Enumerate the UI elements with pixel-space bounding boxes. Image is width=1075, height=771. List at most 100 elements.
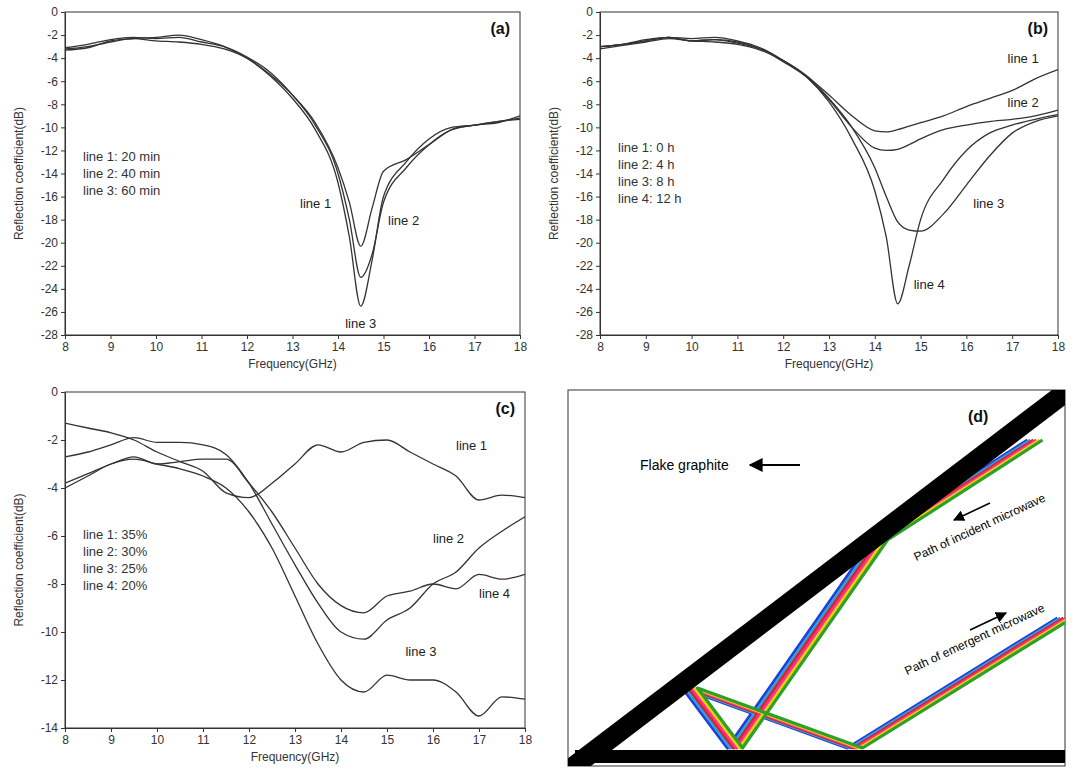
tick-mark: [61, 584, 65, 585]
tick-label: -2: [582, 28, 593, 42]
tick: -28: [576, 328, 600, 342]
data-line: [65, 459, 525, 716]
tick-mark: [875, 335, 876, 339]
tick: 14: [335, 728, 349, 747]
tick: -8: [582, 98, 600, 112]
tick: -16: [41, 190, 65, 204]
tick-label: 15: [377, 340, 391, 354]
tick-mark: [61, 243, 65, 244]
tick-mark: [338, 335, 339, 339]
figure: 89101112131415161718-28-26-24-22-20-18-1…: [0, 0, 1075, 771]
panel-title: (c): [495, 400, 515, 417]
tick-mark: [249, 728, 250, 732]
tick-mark: [596, 312, 600, 313]
tick: 18: [514, 335, 528, 354]
legend-entry: line 2: 4 h: [618, 157, 674, 172]
tick-label: 14: [335, 733, 349, 747]
data-line: [65, 37, 520, 277]
tick-mark: [479, 728, 480, 732]
tick-label: -8: [582, 98, 593, 112]
tick-mark: [61, 104, 65, 105]
tick-mark: [596, 104, 600, 105]
tick: -2: [582, 28, 600, 42]
tick-label: 15: [914, 340, 928, 354]
tick-mark: [596, 12, 600, 13]
data-line: [65, 457, 525, 613]
tick-mark: [111, 728, 112, 732]
tick: 17: [468, 335, 482, 354]
tick: -12: [41, 144, 65, 158]
tick-label: 8: [62, 340, 69, 354]
tick-mark: [596, 243, 600, 244]
tick: -24: [41, 282, 65, 296]
y-axis-title: Reflection coefficient(dB): [547, 107, 561, 240]
tick-mark: [61, 289, 65, 290]
tick: -2: [47, 433, 65, 447]
tick-mark: [596, 127, 600, 128]
tick: -16: [576, 190, 600, 204]
panel: 89101112131415161718-14-12-10-8-6-4-20Fr…: [12, 385, 532, 764]
diagram: (d)Flake graphitePath of incident microw…: [560, 385, 1075, 771]
tick-mark: [596, 197, 600, 198]
tick-label: -28: [576, 328, 594, 342]
tick-mark: [921, 335, 922, 339]
incident-label: Path of incident microwave: [912, 490, 1048, 563]
tick-mark: [966, 335, 967, 339]
line-label: line 2: [1008, 95, 1039, 110]
tick-label: -14: [576, 167, 594, 181]
tick-label: -14: [41, 167, 59, 181]
line-label: line 1: [1008, 51, 1039, 66]
legend-entry: line 3: 60 min: [83, 183, 160, 198]
tick-label: -4: [47, 481, 58, 495]
tick-mark: [596, 81, 600, 82]
tick-label: -12: [576, 144, 594, 158]
tick-label: 11: [732, 340, 745, 354]
tick-label: 9: [108, 340, 115, 354]
tick-label: 11: [196, 340, 209, 354]
microwave-beam: [695, 440, 1066, 748]
tick-mark: [829, 335, 830, 339]
line-label: line 1: [456, 438, 487, 453]
tick: 13: [289, 728, 303, 747]
tick-mark: [596, 266, 600, 267]
tick-label: -4: [47, 51, 58, 65]
emergent-arrow: [970, 613, 1006, 630]
legend-entry: line 3: 8 h: [618, 174, 674, 189]
tick-mark: [384, 335, 385, 339]
tick-label: -8: [47, 577, 58, 591]
line-label: line 4: [914, 277, 945, 292]
line-label: line 3: [405, 644, 436, 659]
tick-label: -10: [41, 121, 59, 135]
panel: 89101112131415161718-28-26-24-22-20-18-1…: [547, 5, 1065, 371]
tick-label: -10: [41, 625, 59, 639]
tick-label: -16: [41, 190, 59, 204]
tick: -10: [576, 121, 600, 135]
tick: 10: [151, 728, 165, 747]
x-axis: 89101112131415161718: [597, 335, 1065, 354]
tick-mark: [61, 81, 65, 82]
tick-mark: [202, 335, 203, 339]
tick-mark: [429, 335, 430, 339]
tick-mark: [596, 150, 600, 151]
tick-mark: [61, 197, 65, 198]
tick: -4: [582, 51, 600, 65]
tick-label: 12: [243, 733, 257, 747]
tick-mark: [156, 335, 157, 339]
tick-mark: [61, 150, 65, 151]
x-axis-title: Frequency(GHz): [248, 357, 337, 371]
plot-frame: [65, 12, 520, 335]
x-axis: 89101112131415161718: [62, 728, 532, 747]
tick: 8: [597, 335, 604, 354]
tick: -28: [41, 328, 65, 342]
tick-mark: [203, 728, 204, 732]
tick-mark: [61, 220, 65, 221]
tick-mark: [61, 127, 65, 128]
tick-label: -22: [41, 259, 59, 273]
tick-mark: [61, 174, 65, 175]
tick: 15: [381, 728, 395, 747]
tick-mark: [65, 335, 66, 339]
tick-mark: [520, 335, 521, 339]
tick-mark: [387, 728, 388, 732]
tick-mark: [596, 35, 600, 36]
panel-title: (a): [490, 20, 510, 37]
